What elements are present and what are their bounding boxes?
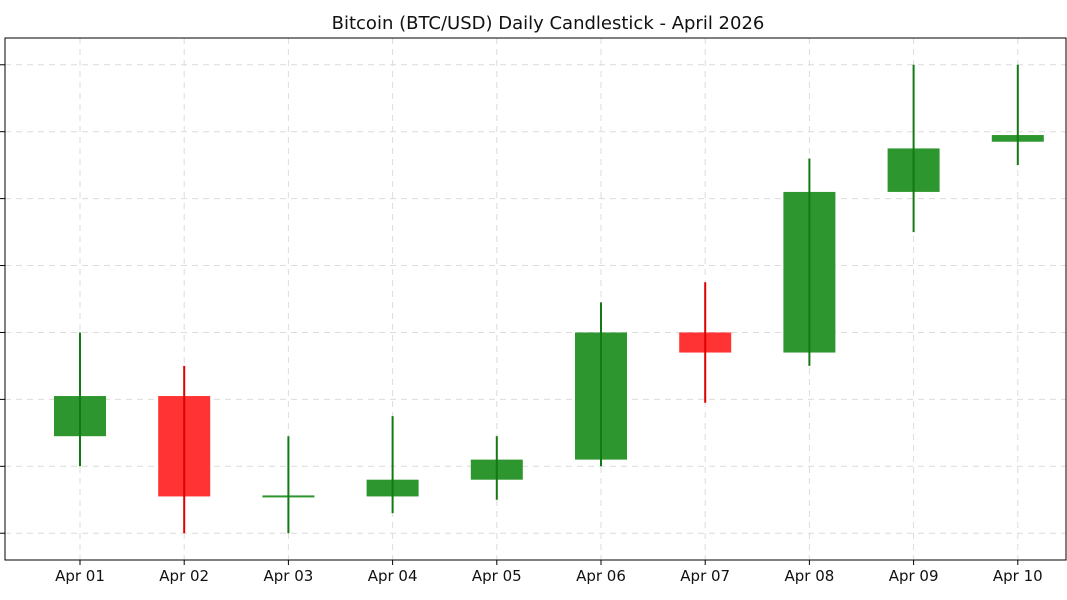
x-tick-label: Apr 09 (889, 567, 939, 585)
candle-apr-04 (366, 416, 419, 514)
candle-apr-06 (575, 302, 627, 467)
x-tick-label: Apr 08 (784, 567, 834, 585)
chart-title: Bitcoin (BTC/USD) Daily Candlestick - Ap… (332, 13, 765, 34)
candle-apr-02 (158, 365, 211, 534)
candles (54, 64, 1044, 534)
x-tick-label: Apr 10 (993, 567, 1043, 585)
candle-apr-09 (887, 64, 940, 233)
candle-apr-10 (991, 64, 1044, 166)
x-tick-label: Apr 06 (576, 567, 626, 585)
candle-apr-03 (262, 436, 315, 534)
x-tick-label: Apr 07 (680, 567, 730, 585)
x-tick-label: Apr 03 (263, 567, 313, 585)
x-tick-label: Apr 02 (159, 567, 209, 585)
candle-apr-08 (783, 158, 836, 366)
x-tick-label: Apr 05 (472, 567, 522, 585)
plot-frame (4, 37, 1067, 561)
candle-apr-01 (54, 332, 106, 467)
x-tick-label: Apr 01 (55, 567, 105, 585)
axis-ticks: Apr 01 Apr 02 Apr 03 Apr 04 Apr 05 Apr 06 Apr … (0, 64, 1043, 585)
x-tick-label: Apr 04 (368, 567, 418, 585)
candle-apr-07 (679, 282, 732, 403)
candle-apr-05 (470, 436, 523, 500)
